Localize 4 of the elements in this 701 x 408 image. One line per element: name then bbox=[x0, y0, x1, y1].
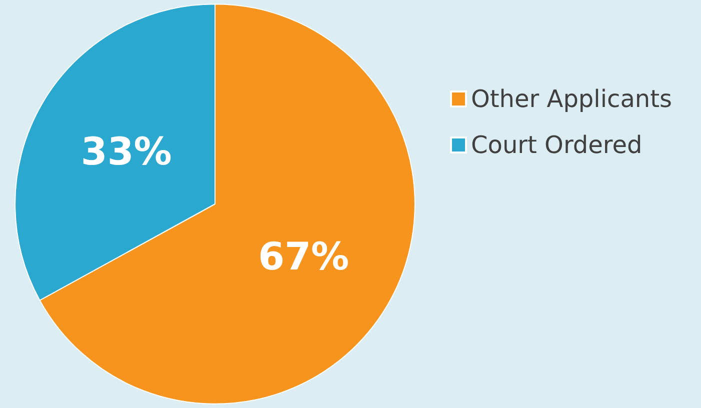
legend-label: Other Applicants bbox=[471, 85, 672, 113]
data-label: 33% bbox=[80, 130, 172, 174]
data-label: 67% bbox=[258, 234, 350, 278]
legend-label: Court Ordered bbox=[471, 131, 642, 159]
